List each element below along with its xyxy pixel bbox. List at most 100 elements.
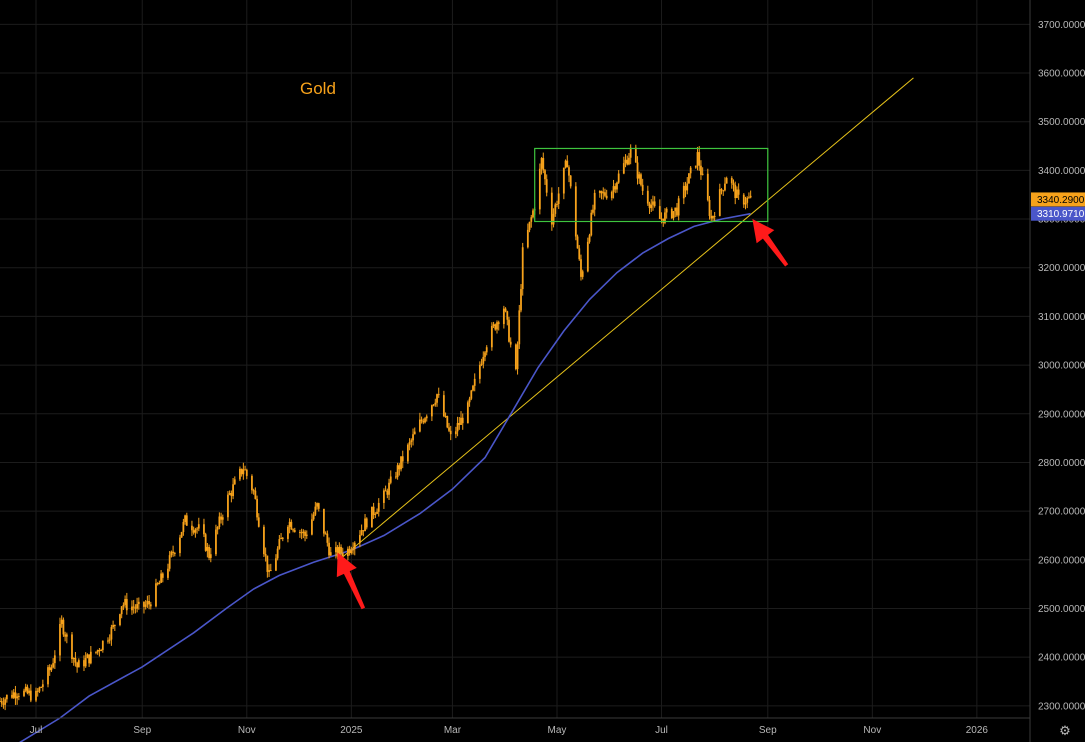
candle-body — [312, 514, 315, 520]
candle-body — [508, 319, 510, 342]
candle-body — [406, 444, 409, 462]
candle-body — [350, 550, 353, 553]
candle-body — [425, 416, 428, 419]
candle-body — [64, 634, 67, 637]
candle-body — [521, 247, 524, 290]
candle-body — [634, 147, 637, 163]
moving-average-line — [19, 212, 751, 742]
candle-body — [554, 204, 557, 214]
candle-body — [324, 533, 327, 535]
candle-body — [460, 417, 462, 425]
candle-body — [256, 498, 258, 518]
candle-body — [110, 627, 113, 640]
candle-body — [518, 310, 521, 345]
candle-body — [545, 179, 548, 193]
candle-body — [444, 416, 447, 418]
candle-body — [221, 517, 224, 520]
candle-body — [196, 528, 198, 530]
candle-body — [293, 530, 296, 532]
candle-body — [466, 402, 469, 424]
candle-body — [410, 440, 413, 442]
candle-body — [352, 548, 354, 551]
candle-body — [299, 531, 301, 533]
candle-body — [736, 189, 738, 199]
candle-body — [538, 168, 541, 210]
candle-body — [185, 515, 188, 526]
candle-body — [454, 431, 457, 435]
candle-body — [41, 684, 44, 688]
candle-body — [302, 531, 305, 534]
candle-body — [136, 604, 139, 609]
candle-body — [482, 356, 485, 364]
candle-body — [737, 189, 740, 195]
candle-body — [86, 654, 89, 659]
candle-body — [422, 420, 425, 423]
candle-body — [131, 606, 133, 611]
candle-body — [502, 308, 505, 325]
candle-body — [125, 599, 128, 611]
candle-body — [448, 427, 450, 431]
candle-body — [652, 201, 654, 205]
candle-body — [281, 537, 284, 539]
moving-average-layer — [19, 212, 751, 742]
candle-body — [688, 173, 690, 184]
candle-body — [96, 650, 99, 653]
candle-body — [480, 363, 483, 365]
candle-body — [626, 159, 629, 165]
candle-body — [300, 532, 303, 534]
annotation-arrow — [752, 219, 789, 267]
y-tick-label: 3700.0000 — [1038, 20, 1085, 31]
candle-body — [646, 190, 649, 204]
candle-body — [550, 192, 553, 225]
candle-body — [209, 554, 212, 558]
candle-body — [101, 640, 104, 650]
candle-body — [362, 530, 365, 532]
y-tick-label: 3200.0000 — [1038, 263, 1085, 274]
y-tick-label: 2900.0000 — [1038, 409, 1085, 420]
candle-body — [734, 184, 737, 199]
candle-body — [218, 516, 221, 527]
candle-body — [532, 210, 534, 218]
candle-body — [638, 174, 641, 179]
candle-body — [713, 215, 716, 217]
candle-body — [48, 667, 51, 671]
candle-body — [263, 526, 265, 555]
candle-body — [648, 203, 651, 209]
y-axis[interactable]: 2300.0000 2400.0000 2500.0000 2600.0000 2700… — [1029, 0, 1085, 742]
candle-body — [562, 167, 565, 194]
candle-body — [478, 364, 481, 379]
candle-body — [389, 476, 392, 483]
candle-body — [60, 619, 63, 624]
candle-body — [514, 344, 517, 370]
candle-body — [113, 624, 116, 626]
candle-body — [586, 241, 589, 272]
candle-body — [504, 308, 507, 312]
candle-body — [413, 431, 416, 435]
candle-body — [574, 186, 577, 237]
candle-body — [239, 468, 241, 480]
candle-body — [184, 515, 186, 522]
candle-body — [602, 192, 605, 194]
candle-body — [636, 162, 639, 179]
candle-body — [158, 582, 161, 585]
candle-body — [660, 218, 663, 220]
candle-body — [83, 660, 85, 667]
y-tick-label: 2300.0000 — [1038, 701, 1085, 712]
candle-body — [437, 394, 440, 396]
candle-body — [376, 511, 378, 514]
candle-body — [497, 322, 500, 325]
candle-body — [540, 158, 543, 169]
candle-body — [748, 197, 750, 199]
candle-body — [23, 690, 25, 696]
price-badges: 3340.2900 3310.9710 — [1031, 192, 1085, 221]
candle-body — [179, 537, 181, 554]
candle-body — [722, 190, 725, 192]
gear-icon[interactable]: ⚙ — [1059, 723, 1071, 738]
x-axis[interactable]: Jul Sep Nov 2025 Mar May Jul Sep Nov 2026 — [0, 717, 1030, 736]
candle-body — [528, 221, 531, 230]
candle-body — [744, 202, 747, 205]
candle-body — [664, 212, 666, 223]
candle-body — [252, 490, 255, 492]
candle-body — [173, 552, 176, 554]
